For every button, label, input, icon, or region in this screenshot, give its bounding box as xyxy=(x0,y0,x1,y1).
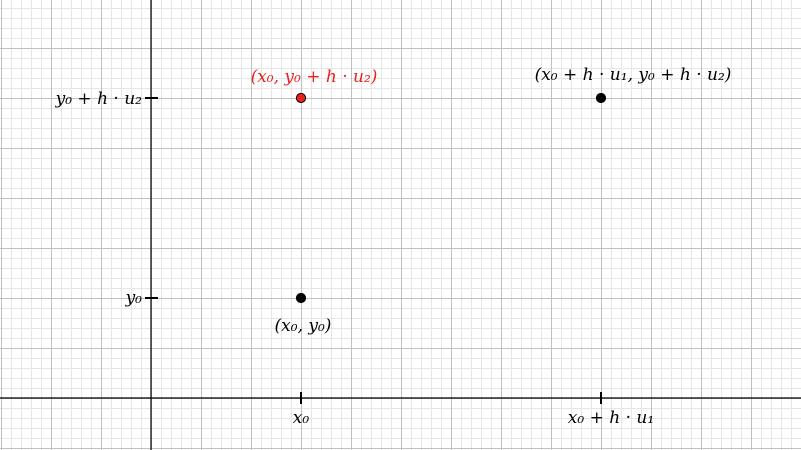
point-x0-y0-plus-hu2 xyxy=(295,92,307,104)
x-tick-label-x0: x₀ xyxy=(293,408,310,428)
y-tick-label-y0-plus-hu2: y₀ + h · u₂ xyxy=(55,89,143,109)
point-x0-plus-hu1-y0-plus-hu2 xyxy=(595,92,607,104)
x-tick-label-x0-plus-hu1: x₀ + h · u₁ xyxy=(568,408,654,428)
point-x0-y0 xyxy=(295,292,307,304)
y-tick-label-y0: y₀ xyxy=(125,288,143,308)
point-label-x0-y0: (x₀, y₀) xyxy=(275,316,332,336)
point-label-x0-y0-plus-hu2: (x₀, y₀ + h · u₂) xyxy=(251,67,378,87)
point-label-x0-plus-hu1-y0-plus-hu2: (x₀ + h · u₁, y₀ + h · u₂) xyxy=(535,65,732,85)
